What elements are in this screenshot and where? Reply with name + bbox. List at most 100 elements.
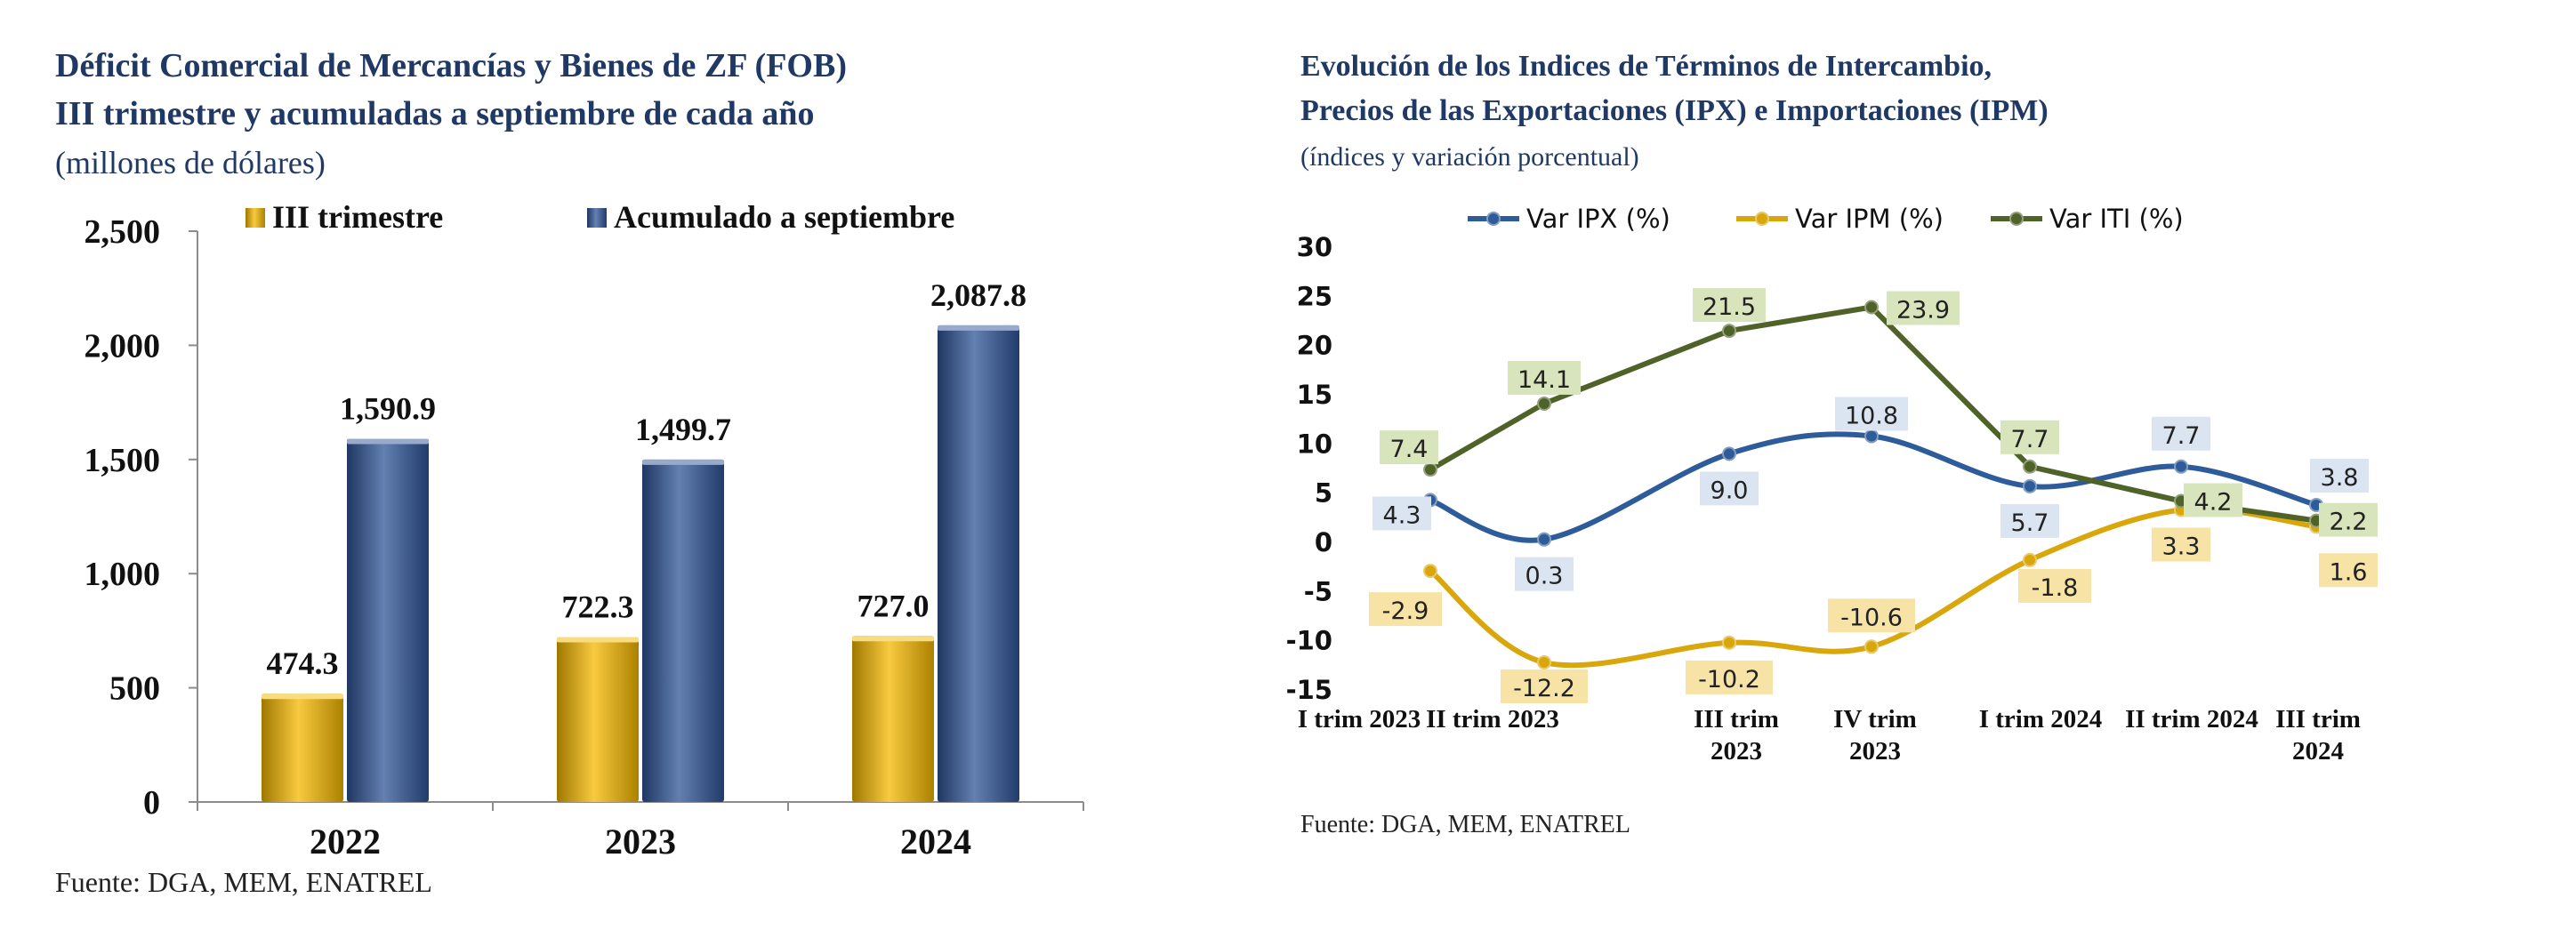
- data-label: 3.3: [2162, 533, 2201, 560]
- data-label: 1.6: [2330, 558, 2368, 586]
- data-label-bg: [1501, 669, 1588, 704]
- data-label-bg: [1693, 288, 1766, 323]
- chart-source: Fuente: DGA, MEM, ENATREL: [55, 866, 432, 898]
- y-tick-label: 0: [143, 784, 160, 822]
- data-point: [1864, 300, 1879, 315]
- data-point: [1722, 635, 1736, 650]
- data-label: -2.9: [1382, 597, 1429, 625]
- chart-title-line2: Precios de las Exportaciones (IPX) e Imp…: [1300, 94, 2049, 127]
- legend-marker: [1486, 212, 1501, 226]
- bar-top: [852, 636, 934, 642]
- legend-label: Var ITI (%): [2049, 204, 2184, 234]
- bar-top: [557, 637, 639, 643]
- terms-of-trade-chart-panel: Evolución de los Indices de Términos de …: [1281, 0, 2576, 946]
- data-label: -12.2: [1513, 675, 1575, 702]
- bar: [557, 637, 639, 802]
- data-label-bg: [1835, 397, 1908, 431]
- data-point: [1864, 639, 1879, 654]
- data-point: [1537, 655, 1551, 670]
- data-label-bg: [2319, 502, 2378, 537]
- y-tick-label: -15: [1286, 675, 1332, 705]
- legend-label: Var IPM (%): [1795, 204, 1944, 234]
- y-tick-label: 15: [1297, 380, 1332, 410]
- data-label-bg: [2310, 458, 2369, 493]
- x-tick-label: III trim: [1694, 705, 1779, 734]
- bar: [347, 438, 429, 802]
- data-point: [2023, 478, 2037, 493]
- data-label: 0.3: [1525, 563, 1564, 590]
- data-label: 23.9: [1896, 297, 1950, 325]
- y-tick-label: 500: [109, 670, 160, 708]
- y-tick-label: 30: [1297, 232, 1332, 262]
- data-label: -1.8: [2032, 574, 2079, 602]
- x-tick-label: 2023: [1711, 737, 1762, 766]
- bar: [852, 636, 934, 802]
- data-point: [1423, 462, 1437, 477]
- legend: Var IPX (%) Var IPM (%) Var ITI (%): [1468, 204, 2184, 234]
- data-point: [1864, 429, 1879, 444]
- x-tick-label: 2022: [310, 822, 381, 862]
- data-label: -10.2: [1698, 666, 1760, 693]
- y-tick-label: 2,000: [85, 327, 161, 365]
- x-tick-label: 2024: [2292, 737, 2344, 766]
- data-label: 7.4: [1390, 436, 1429, 463]
- data-label: 5.7: [2011, 509, 2049, 537]
- data-label: 10.8: [1845, 402, 1898, 429]
- legend-label: Var IPX (%): [1526, 204, 1670, 234]
- legend-label: Acumulado a septiembre: [614, 199, 954, 235]
- x-tick-label: IV trim: [1833, 705, 1917, 734]
- data-label-bg: [1700, 471, 1759, 506]
- x-tick-label: II trim 2023: [1426, 705, 1559, 734]
- x-tick-label: 2024: [900, 822, 971, 862]
- series-2: [1423, 300, 2323, 528]
- legend-label: III trimestre: [272, 199, 443, 235]
- x-tick-label: 2023: [1849, 737, 1901, 766]
- y-tick-label: 2,500: [85, 213, 161, 251]
- bar-top: [938, 325, 1019, 331]
- y-tick-label: -5: [1304, 576, 1332, 606]
- data-label-bg: [1373, 496, 1431, 531]
- data-point: [1722, 324, 1736, 339]
- data-point: [1537, 532, 1551, 547]
- data-label-bg: [1828, 598, 1915, 633]
- y-tick-label: 0: [1315, 527, 1332, 557]
- y-tick-label: 25: [1297, 281, 1332, 311]
- data-point: [2023, 459, 2037, 474]
- legend-swatch: [246, 208, 265, 228]
- data-label: 7.7: [2011, 426, 2049, 453]
- bar: [938, 325, 1019, 802]
- x-tick-label: I trim 2023: [1298, 705, 1421, 734]
- data-point: [2023, 552, 2037, 567]
- data-label: 1,590.9: [340, 390, 436, 426]
- chart-title: Déficit Comercial de Mercancías y Bienes…: [55, 47, 847, 84]
- data-label: 9.0: [1711, 477, 1749, 504]
- data-label-bg: [2000, 503, 2059, 538]
- data-label: 21.5: [1703, 293, 1756, 321]
- data-label-bg: [2152, 416, 2210, 451]
- bar-top: [642, 459, 724, 465]
- chart-subtitle: (índices y variación porcentual): [1300, 142, 1639, 172]
- data-point: [2174, 459, 2188, 474]
- x-tick-label: II trim 2024: [2125, 705, 2258, 734]
- legend-marker: [1755, 212, 1769, 226]
- bar: [262, 693, 343, 802]
- data-label-bg: [2152, 527, 2210, 562]
- data-label-bg: [1508, 360, 1581, 395]
- y-tick-label: -10: [1286, 626, 1332, 656]
- data-label-bg: [2000, 420, 2059, 454]
- data-label-bg: [1380, 430, 1438, 465]
- data-label: 3.8: [2321, 464, 2359, 492]
- data-label: 7.7: [2162, 422, 2201, 450]
- data-label: 4.2: [2194, 489, 2233, 517]
- data-label: 1,499.7: [635, 412, 731, 447]
- chart-title-line2: III trimestre y acumuladas a septiembre …: [55, 95, 815, 132]
- bar-top: [262, 693, 343, 700]
- bar: [642, 459, 724, 802]
- y-tick-label: 1,500: [85, 442, 161, 479]
- data-label-bg: [1887, 291, 1960, 325]
- x-tick-label: 2023: [605, 822, 676, 862]
- legend: III trimestre Acumulado a septiembre: [246, 199, 954, 235]
- chart-subtitle: (millones de dólares): [55, 145, 326, 180]
- deficit-chart-panel: Déficit Comercial de Mercancías y Bienes…: [0, 0, 1245, 946]
